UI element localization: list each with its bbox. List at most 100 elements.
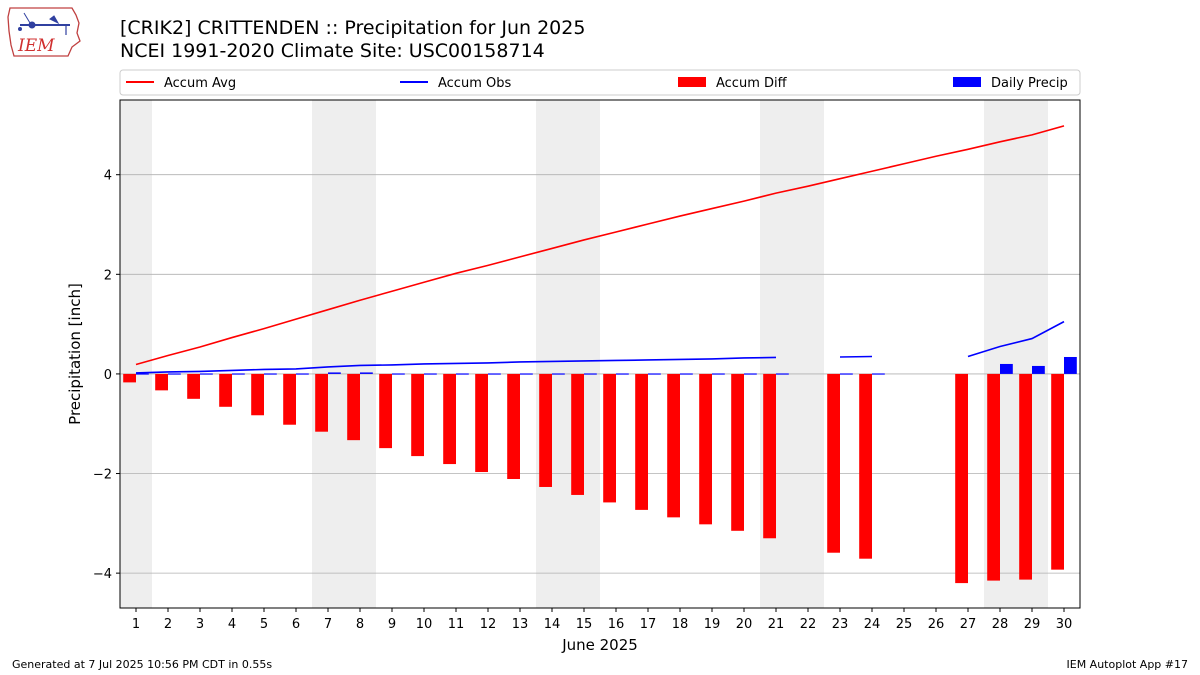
x-tick-label: 19 <box>704 617 721 632</box>
x-tick-label: 2 <box>164 617 172 632</box>
daily-precip-bar <box>200 373 213 375</box>
legend-label: Accum Avg <box>164 76 236 91</box>
weekend-shade <box>344 100 376 608</box>
daily-precip-bar <box>552 373 565 375</box>
daily-precip-bar <box>776 373 789 375</box>
legend-label: Daily Precip <box>991 76 1068 91</box>
x-tick-label: 1 <box>132 617 140 632</box>
x-tick-label: 5 <box>260 617 268 632</box>
daily-precip-bar <box>1064 356 1077 374</box>
accum-diff-bar <box>539 373 552 487</box>
x-tick-label: 15 <box>576 617 593 632</box>
accum-obs-line <box>967 320 1065 358</box>
x-tick-label: 13 <box>512 617 529 632</box>
legend-label: Accum Diff <box>716 76 788 91</box>
legend-swatch <box>953 77 981 87</box>
x-tick-label: 28 <box>992 617 1009 632</box>
accum-diff-bar <box>1019 373 1032 580</box>
daily-precip-bar <box>872 373 885 375</box>
daily-precip-bar <box>360 372 373 374</box>
accum-diff-bar <box>187 373 200 399</box>
app-credit: IEM Autoplot App #17 <box>1066 658 1189 671</box>
y-tick-label: 0 <box>104 368 112 383</box>
x-tick-label: 24 <box>864 617 881 632</box>
accum-diff-bar <box>475 373 488 473</box>
x-tick-label: 11 <box>448 617 465 632</box>
x-tick-label: 21 <box>768 617 785 632</box>
x-tick-label: 14 <box>544 617 561 632</box>
daily-precip-bar <box>712 373 725 375</box>
accum-diff-bar <box>315 373 328 432</box>
legend-label: Accum Obs <box>438 76 511 91</box>
daily-precip-bar <box>136 373 149 375</box>
x-tick-label: 8 <box>356 617 364 632</box>
x-tick-label: 30 <box>1056 617 1073 632</box>
x-axis-label: June 2025 <box>561 636 638 654</box>
accum-obs-line <box>135 356 777 374</box>
daily-precip-bar <box>840 373 853 375</box>
y-tick-label: −4 <box>93 567 112 582</box>
x-tick-label: 17 <box>640 617 657 632</box>
accum-diff-bar <box>507 373 520 480</box>
y-tick-label: 4 <box>104 169 112 184</box>
accum-diff-bar <box>347 373 360 441</box>
daily-precip-bar <box>520 373 533 375</box>
weekend-shading <box>120 100 1048 608</box>
daily-precip-bar <box>264 373 277 375</box>
accum-diff-bar <box>123 373 136 383</box>
x-tick-label: 29 <box>1024 617 1041 632</box>
legend: Accum Avg Accum Obs Accum Diff Daily Precip <box>119 69 1081 96</box>
chart-title: [CRIK2] CRITTENDEN :: Precipitation for … <box>120 17 586 39</box>
y-tick-label: 2 <box>104 268 112 283</box>
accum-diff-bar <box>219 373 232 407</box>
grid-lines <box>120 174 1080 574</box>
daily-precip-bar <box>168 373 181 375</box>
weekend-shade <box>312 100 344 608</box>
x-tick-label: 6 <box>292 617 300 632</box>
daily-precip-bar <box>680 373 693 375</box>
daily-precip-bar <box>616 373 629 375</box>
accum-diff-bar <box>827 373 840 553</box>
y-axis: −4 −2 0 2 4 <box>93 169 120 582</box>
daily-precip-bar <box>1032 365 1045 374</box>
daily-precip-bar <box>584 373 597 375</box>
daily-precip-bar <box>744 373 757 375</box>
x-tick-label: 25 <box>896 617 913 632</box>
accum-diff-bar <box>379 373 392 449</box>
logo-text: IEM <box>17 36 55 56</box>
daily-precip-bar <box>296 373 309 375</box>
accum-diff-bar <box>955 373 968 584</box>
x-tick-label: 4 <box>228 617 236 632</box>
daily-precip-bar <box>648 373 661 375</box>
accum-diff-bar <box>731 373 744 531</box>
daily-precip-bar <box>424 373 437 375</box>
x-tick-label: 9 <box>388 617 396 632</box>
lines-layer <box>135 125 1065 374</box>
y-tick-label: −2 <box>93 468 112 483</box>
accum-avg-line <box>135 125 1065 366</box>
accum-diff-bar <box>1051 373 1064 570</box>
accum-diff-bar <box>251 373 264 416</box>
x-tick-label: 18 <box>672 617 689 632</box>
accum-diff-bar <box>635 373 648 510</box>
x-tick-label: 3 <box>196 617 204 632</box>
legend-swatch <box>678 77 706 87</box>
x-axis: 1 2 3 4 5 6 7 8 9 10 11 12 13 14 15 16 17 18 19 20 21 22 23 24 2… <box>132 608 1072 632</box>
chart-subtitle: NCEI 1991-2020 Climate Site: USC00158714 <box>120 40 545 62</box>
x-tick-label: 27 <box>960 617 977 632</box>
daily-precip-bar <box>456 373 469 375</box>
accum-diff-bar <box>859 373 872 559</box>
x-tick-label: 26 <box>928 617 945 632</box>
accum-diff-bar <box>987 373 1000 581</box>
weekend-shade <box>792 100 824 608</box>
accum-diff-bar <box>283 373 296 425</box>
accum-diff-bar <box>411 373 424 457</box>
accum-diff-bar <box>667 373 680 518</box>
x-tick-label: 23 <box>832 617 849 632</box>
daily-precip-bar <box>392 373 405 375</box>
y-axis-label: Precipitation [inch] <box>66 283 84 425</box>
x-tick-label: 7 <box>324 617 332 632</box>
accum-diff-bar <box>763 373 776 539</box>
bars-layer <box>123 356 1077 584</box>
weekend-shade <box>536 100 568 608</box>
